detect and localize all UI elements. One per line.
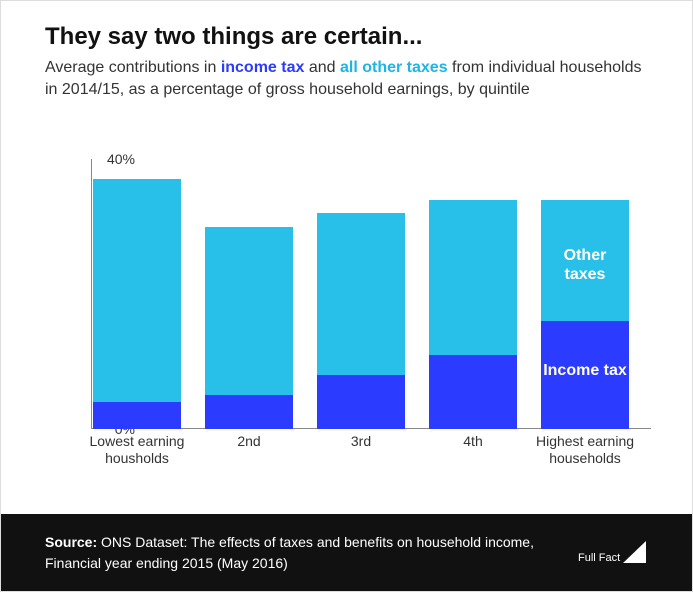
header: They say two things are certain... Avera… bbox=[1, 1, 692, 110]
x-tick-label: Highest earning households bbox=[525, 433, 645, 467]
x-tick-label: Lowest earning housholds bbox=[77, 433, 197, 467]
x-tick-label: 2nd bbox=[189, 433, 309, 450]
subtitle-text: Average contributions in bbox=[45, 59, 221, 76]
brand-logo: Full Fact bbox=[578, 535, 648, 570]
chart-subtitle: Average contributions in income tax and … bbox=[45, 57, 648, 100]
bar-segment bbox=[541, 200, 629, 322]
source-text: ONS Dataset: The effects of taxes and be… bbox=[45, 534, 534, 570]
bar-segment bbox=[317, 213, 405, 375]
bar-segment bbox=[93, 402, 181, 429]
bar-segment bbox=[205, 227, 293, 396]
subtitle-income-tax: income tax bbox=[221, 59, 305, 76]
bars-container bbox=[91, 159, 651, 429]
chart-area: 0%5%10%15%20%25%30%35%40% Lowest earning… bbox=[45, 151, 655, 481]
x-tick-label: 4th bbox=[413, 433, 533, 450]
chart-title: They say two things are certain... bbox=[45, 23, 648, 51]
bar-segment bbox=[429, 355, 517, 429]
bar-segment bbox=[205, 395, 293, 429]
source-line: Source: ONS Dataset: The effects of taxe… bbox=[45, 532, 558, 573]
x-tick-label: 3rd bbox=[301, 433, 421, 450]
subtitle-text: and bbox=[304, 59, 340, 76]
bar-segment bbox=[429, 200, 517, 355]
bar-segment bbox=[93, 179, 181, 402]
infographic-card: They say two things are certain... Avera… bbox=[0, 0, 693, 592]
source-label: Source: bbox=[45, 534, 97, 550]
subtitle-other-taxes: all other taxes bbox=[340, 59, 448, 76]
bar-segment bbox=[541, 321, 629, 429]
footer: Source: ONS Dataset: The effects of taxe… bbox=[1, 514, 692, 591]
fullfact-logo-icon: Full Fact bbox=[578, 535, 648, 565]
brand-text: Full Fact bbox=[578, 552, 620, 564]
bar-segment bbox=[317, 375, 405, 429]
